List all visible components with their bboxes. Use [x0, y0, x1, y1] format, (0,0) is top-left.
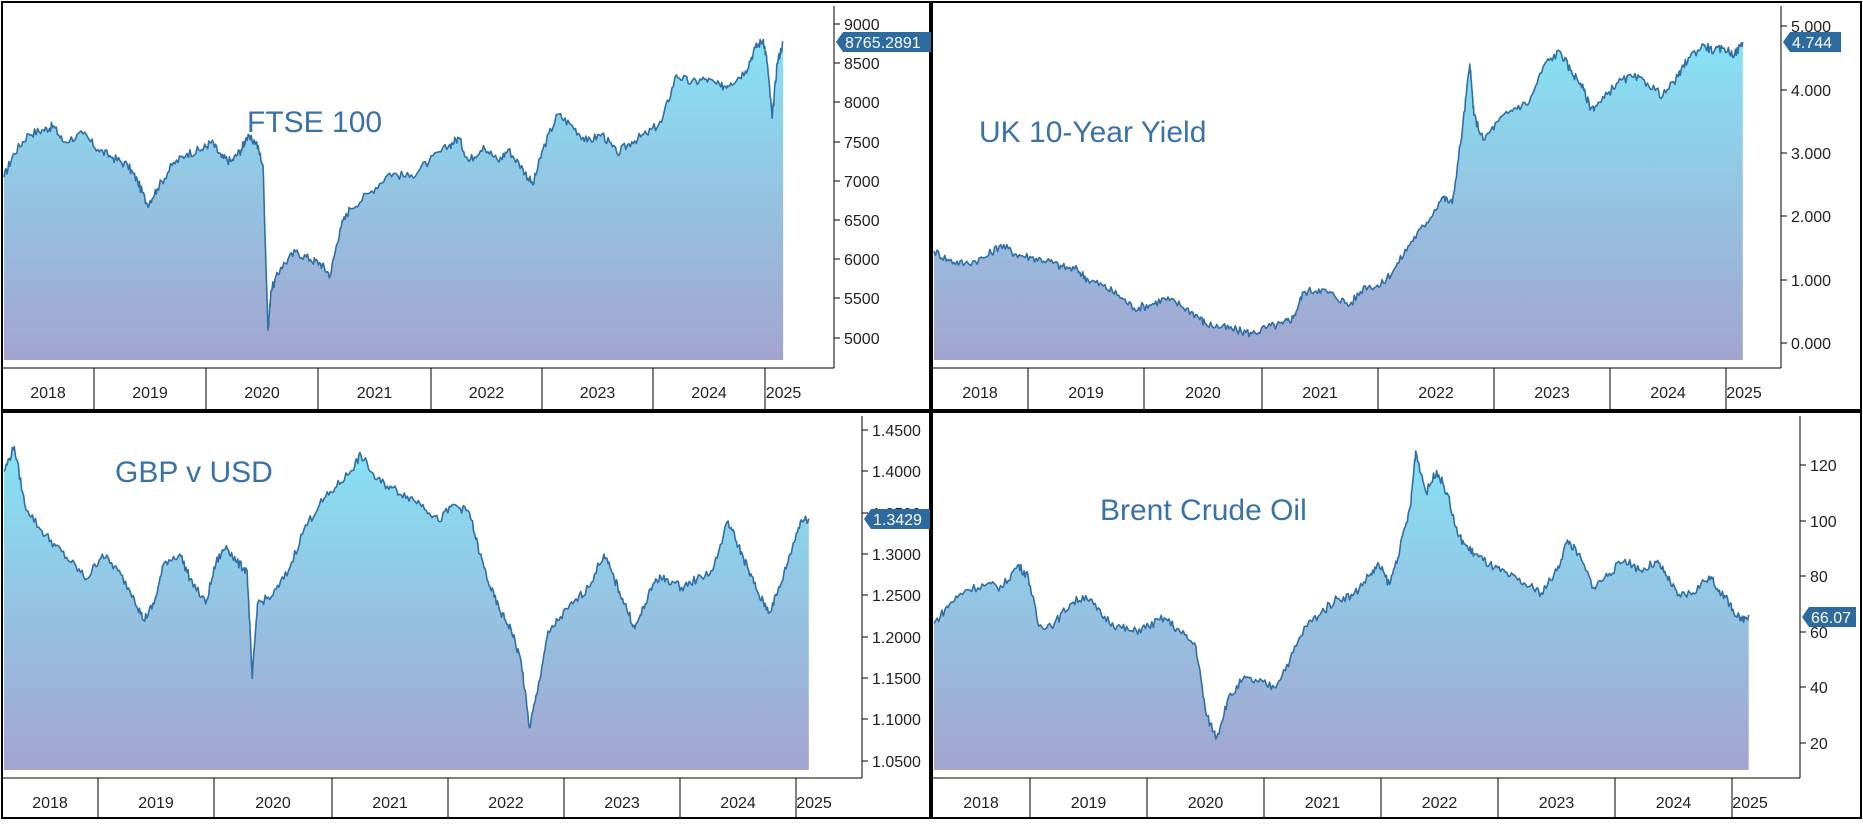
x-tick-label: 2018	[30, 385, 66, 402]
x-tick-label: 2019	[1068, 385, 1104, 402]
x-tick-label: 2018	[32, 795, 68, 812]
x-tick-label: 2025	[1726, 385, 1762, 402]
y-tick-label: 1.0500	[872, 754, 921, 771]
x-tick-label: 2024	[691, 385, 727, 402]
x-tick-label: 2021	[1305, 795, 1341, 812]
y-tick-label: 1.4000	[872, 464, 921, 481]
y-tick-label: 2.000	[1791, 209, 1831, 226]
last-value-label: 8765.2891	[845, 35, 921, 52]
x-tick-label: 2021	[357, 385, 393, 402]
y-tick-label: 20	[1810, 736, 1828, 753]
y-tick-label: 5000	[844, 331, 880, 348]
series-line	[933, 450, 1750, 740]
y-tick-label: 7000	[844, 174, 880, 191]
series-line	[3, 38, 784, 331]
y-tick-label: 1.4500	[872, 423, 921, 440]
last-value-badge	[836, 32, 932, 52]
x-tick-label: 2019	[138, 795, 174, 812]
x-tick-label: 2025	[766, 385, 802, 402]
chart-title: UK 10-Year Yield	[979, 116, 1206, 149]
chart-panel-3: 1.45001.40001.35001.30001.25001.20001.15…	[1, 411, 931, 819]
x-tick-label: 2018	[963, 795, 999, 812]
last-value-badge	[1783, 32, 1841, 52]
y-tick-label: 8000	[844, 95, 880, 112]
y-tick-label: 120	[1810, 458, 1837, 475]
series-line	[3, 445, 810, 729]
y-tick-label: 5.000	[1791, 19, 1831, 36]
chart-panel-2: 5.000 4.000 3.000 2.000 1.000 0.000 2018 2019 20…	[931, 1, 1862, 411]
chart-panel-4: 120 100 80 60 40 20 2018 2019 2020 2021 2022 2023 20…	[931, 411, 1862, 819]
y-tick-label: 0.000	[1791, 336, 1831, 353]
y-tick-label: 40	[1810, 680, 1828, 697]
x-tick-label: 2020	[1188, 795, 1224, 812]
y-tick-label: 4.000	[1791, 83, 1831, 100]
y-tick-label: 3.000	[1791, 146, 1831, 163]
x-tick-label: 2023	[604, 795, 640, 812]
x-tick-label: 2024	[1656, 795, 1692, 812]
y-tick-label: 60	[1810, 625, 1828, 642]
series-area	[4, 446, 809, 770]
y-tick-label: 8500	[844, 56, 880, 73]
y-tick-label: 6500	[844, 213, 880, 230]
series-area	[934, 42, 1743, 360]
x-tick-label: 2021	[372, 795, 408, 812]
x-tick-label: 2023	[1534, 385, 1570, 402]
y-tick-label: 5500	[844, 291, 880, 308]
last-value-badge	[1802, 607, 1856, 627]
x-tick-label: 2025	[796, 795, 832, 812]
x-tick-label: 2022	[469, 385, 505, 402]
series-area	[934, 451, 1749, 770]
x-tick-label: 2018	[962, 385, 998, 402]
series-area	[4, 39, 784, 360]
y-tick-label: 1.1000	[872, 712, 921, 729]
x-tick-label: 2024	[720, 795, 756, 812]
y-tick-label: 6000	[844, 252, 880, 269]
y-tick-label: 1.000	[1791, 273, 1831, 290]
x-tick-label: 2020	[255, 795, 291, 812]
x-tick-label: 2024	[1650, 385, 1686, 402]
y-tick-label: 80	[1810, 569, 1828, 586]
x-tick-label: 2025	[1732, 795, 1768, 812]
x-tick-label: 2022	[1422, 795, 1458, 812]
x-tick-label: 2019	[1071, 795, 1107, 812]
last-value-label: 66.07	[1811, 610, 1851, 627]
last-value-label: 1.3429	[873, 512, 922, 529]
series-line	[933, 42, 1744, 338]
chart-title: Brent Crude Oil	[1100, 494, 1307, 527]
y-tick-label: 1.2500	[872, 588, 921, 605]
chart-panel-1: 9000 8500 8000 7500 7000 6500 6000 5500 5000 2018…	[1, 1, 932, 411]
y-tick-label: 1.3000	[872, 547, 921, 564]
y-tick-label: 100	[1810, 514, 1837, 531]
y-tick-label: 1.2000	[872, 630, 921, 647]
y-tick-label: 9000	[844, 17, 880, 34]
y-tick-label: 1.1500	[872, 671, 921, 688]
x-tick-label: 2022	[1418, 385, 1454, 402]
x-tick-label: 2019	[132, 385, 168, 402]
last-value-badge	[864, 509, 930, 529]
x-tick-label: 2020	[244, 385, 280, 402]
x-tick-label: 2023	[1539, 795, 1575, 812]
y-tick-label: 7500	[844, 135, 880, 152]
x-tick-label: 2022	[488, 795, 524, 812]
x-tick-label: 2023	[580, 385, 616, 402]
x-tick-label: 2020	[1185, 385, 1221, 402]
chart-title: GBP v USD	[115, 456, 273, 489]
last-value-label: 4.744	[1792, 35, 1832, 52]
x-tick-label: 2021	[1302, 385, 1338, 402]
chart-title: FTSE 100	[247, 106, 382, 139]
